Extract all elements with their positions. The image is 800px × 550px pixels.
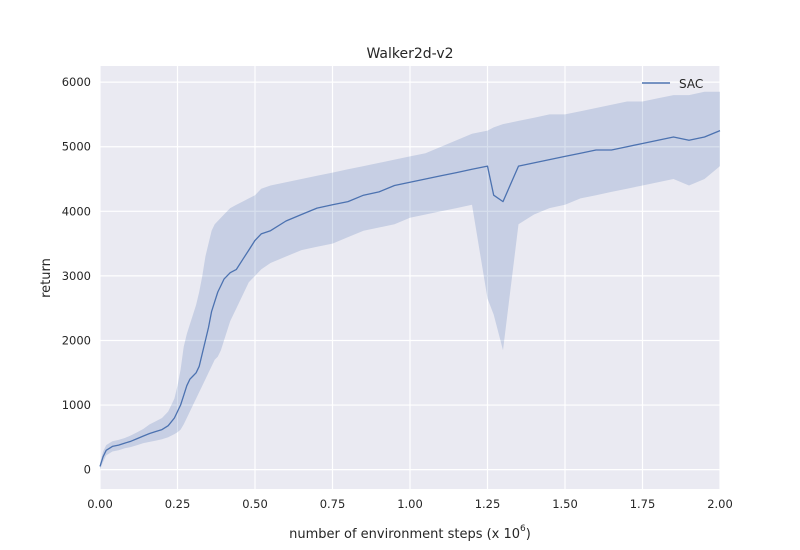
- x-tick-label: 2.00: [707, 497, 733, 511]
- y-tick-label: 4000: [62, 204, 91, 218]
- y-axis-label: return: [39, 258, 54, 298]
- series-line-layer: [99, 129, 721, 467]
- y-tick-label: 3000: [62, 269, 91, 283]
- confidence-band-layer: [100, 91, 720, 470]
- x-tick-label: 1.00: [397, 497, 423, 511]
- legend-label-sac: SAC: [679, 77, 703, 91]
- x-tick-label: 1.50: [552, 497, 578, 511]
- y-tick-label: 0: [84, 463, 91, 477]
- y-tick-label: 1000: [62, 398, 91, 412]
- x-axis-label: number of environment steps (x 106): [289, 524, 531, 542]
- x-tick-label: 0.25: [165, 497, 191, 511]
- confidence-band-sac: [100, 91, 720, 470]
- x-tick-label: 0.50: [242, 497, 268, 511]
- y-tick-label: 6000: [62, 75, 91, 89]
- x-axis-label-superscript: 6: [520, 524, 526, 534]
- x-axis-label-main: number of environment steps (x 10: [289, 527, 520, 542]
- x-tick-label: 1.25: [475, 497, 501, 511]
- x-tick-label: 1.75: [630, 497, 656, 511]
- series-line-sac: [99, 129, 721, 467]
- x-tick-label: 0.00: [87, 497, 113, 511]
- legend: SAC: [642, 77, 703, 91]
- x-tick-label: 0.75: [320, 497, 346, 511]
- y-tick-labels: 0 1000 2000 3000 4000 5000 6000: [62, 75, 91, 476]
- y-tick-label: 2000: [62, 333, 91, 347]
- x-axis-label-suffix: ): [526, 527, 531, 542]
- chart-title: Walker2d-v2: [366, 46, 453, 62]
- x-tick-labels: 0.00 0.25 0.50 0.75 1.00 1.25 1.50 1.75 2.00: [87, 497, 733, 511]
- y-tick-label: 5000: [62, 140, 91, 154]
- grid-lines: [99, 66, 721, 489]
